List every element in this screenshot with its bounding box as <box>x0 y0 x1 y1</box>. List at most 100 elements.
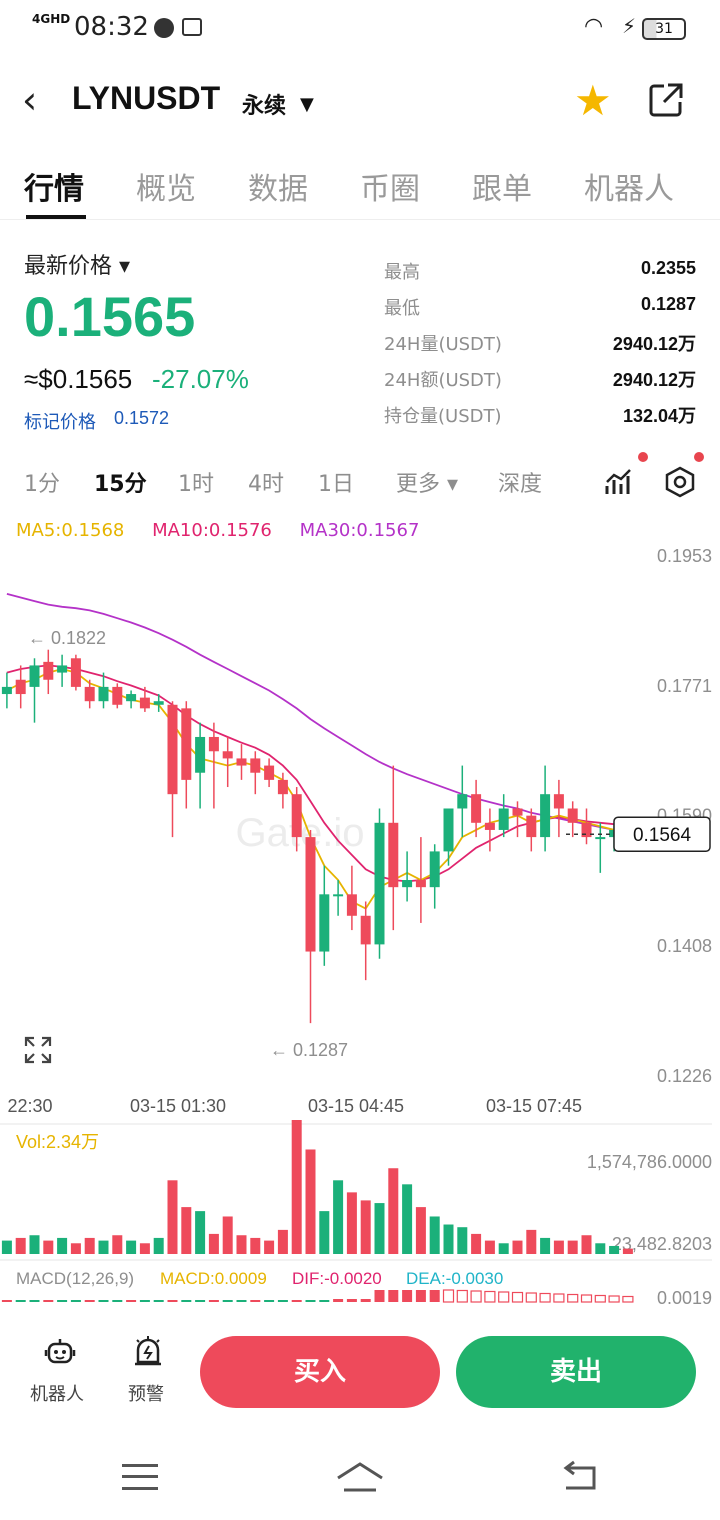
menu-icon[interactable] <box>122 1464 158 1490</box>
ma30-line <box>6 593 629 833</box>
macd-bar <box>415 1290 426 1302</box>
latest-price-label[interactable]: 最新价格 ▾ <box>24 254 131 279</box>
candle <box>153 694 164 712</box>
dropdown-triangle-icon[interactable]: ▼ <box>300 94 314 115</box>
candle-body <box>429 851 440 888</box>
candle <box>498 794 509 838</box>
candle <box>29 658 40 723</box>
alert-label[interactable]: 预警 <box>128 1384 164 1405</box>
ma5-line <box>6 668 628 910</box>
volume-bar <box>126 1240 137 1254</box>
volume-bar <box>457 1227 468 1254</box>
candle-body <box>471 794 482 823</box>
macd-bar <box>250 1300 261 1302</box>
interval-4h[interactable]: 4时 <box>248 472 284 497</box>
candle-body <box>277 779 288 795</box>
candle-body <box>15 679 26 695</box>
tab-market[interactable]: 行情 <box>24 172 84 207</box>
candle-body <box>112 686 123 705</box>
star-icon[interactable]: ★ <box>574 76 612 125</box>
interval-1d[interactable]: 1日 <box>318 472 354 497</box>
interval-depth[interactable]: 深度 <box>498 472 543 497</box>
settings-hex-icon[interactable] <box>664 466 696 498</box>
tab-data[interactable]: 数据 <box>248 172 308 207</box>
tab-robot[interactable]: 机器人 <box>584 172 674 207</box>
active-tab-indicator <box>26 215 86 219</box>
volume-bar <box>553 1240 564 1254</box>
macd-bar <box>236 1300 247 1302</box>
interval-15m[interactable]: 15分 <box>94 472 147 497</box>
price-change: -27.07% <box>152 364 249 394</box>
macd-dea: DEA:-0.0030 <box>406 1269 503 1288</box>
candle-body <box>139 697 150 709</box>
volume-bar <box>346 1192 357 1254</box>
macd-bar <box>84 1300 95 1302</box>
nav-back-icon[interactable] <box>560 1460 600 1494</box>
candle <box>195 722 206 809</box>
candle-body <box>264 765 275 780</box>
high-price-annotation: ← 0.1822 <box>28 628 106 648</box>
volume-bar <box>222 1216 233 1254</box>
mail-icon <box>182 18 202 36</box>
interval-more[interactable]: 更多 ▾ <box>396 472 459 497</box>
indicator-chart-icon[interactable] <box>604 466 636 498</box>
y-axis-tick-label: 0.1408 <box>657 936 712 956</box>
candle-body <box>360 915 371 945</box>
candle <box>208 722 219 809</box>
interval-1h[interactable]: 1时 <box>178 472 214 497</box>
volume-max-label: 1,574,786.0000 <box>587 1152 712 1172</box>
macd-bar <box>333 1299 344 1302</box>
back-icon[interactable]: ‹ <box>22 78 38 122</box>
home-icon[interactable] <box>336 1460 384 1494</box>
candle <box>346 865 357 931</box>
candle <box>374 808 385 959</box>
macd-bar <box>580 1294 593 1303</box>
volume-bar <box>581 1235 592 1254</box>
volume-bar <box>15 1237 26 1254</box>
alert-icon[interactable] <box>132 1334 164 1368</box>
candle-body <box>222 751 233 759</box>
macd-bar <box>15 1300 26 1302</box>
pair-title[interactable]: LYNUSDT <box>72 80 221 116</box>
share-icon[interactable] <box>648 82 684 118</box>
candle-body <box>484 822 495 830</box>
volume-bar <box>609 1245 620 1254</box>
app-notification-icon <box>154 18 174 38</box>
buy-button[interactable]: 买入 <box>200 1336 440 1408</box>
macd-bar <box>222 1300 233 1302</box>
macd-value: MACD:0.0009 <box>160 1269 267 1288</box>
volume-bar <box>567 1240 578 1254</box>
ma10-line <box>6 664 628 883</box>
robot-icon[interactable] <box>44 1336 76 1368</box>
volume-bar <box>595 1243 606 1254</box>
candle-body <box>98 686 109 702</box>
candle <box>236 744 247 780</box>
candle-body <box>388 822 399 888</box>
tab-copy-trade[interactable]: 跟单 <box>472 172 532 207</box>
candle-body <box>181 708 192 780</box>
macd-bar <box>195 1300 206 1302</box>
ma-legend: MA5:0.1568 MA10:0.1576 MA30:0.1567 <box>16 520 419 541</box>
macd-bar <box>442 1289 455 1303</box>
candle <box>291 787 302 852</box>
sell-button[interactable]: 卖出 <box>456 1336 696 1408</box>
low-price-annotation: ← 0.1287 <box>270 1040 348 1060</box>
candle <box>595 822 606 873</box>
candle-body <box>443 808 454 852</box>
interval-1m[interactable]: 1分 <box>24 472 60 497</box>
volume-bar <box>29 1235 40 1254</box>
volume-bar <box>291 1120 302 1254</box>
system-nav-bar <box>0 1440 720 1520</box>
contract-type[interactable]: 永续 <box>242 94 287 119</box>
mark-price-value: 0.1572 <box>114 408 170 428</box>
macd-bar <box>346 1299 357 1302</box>
tab-community[interactable]: 币圈 <box>360 172 420 207</box>
y-axis-tick-label: 0.1226 <box>657 1066 712 1086</box>
candle <box>139 686 150 712</box>
tab-overview[interactable]: 概览 <box>136 172 196 207</box>
robot-label[interactable]: 机器人 <box>30 1384 84 1405</box>
candle-body <box>208 736 219 752</box>
stat-high: 最高 0.2355 <box>384 258 696 283</box>
macd-bar <box>511 1291 524 1303</box>
